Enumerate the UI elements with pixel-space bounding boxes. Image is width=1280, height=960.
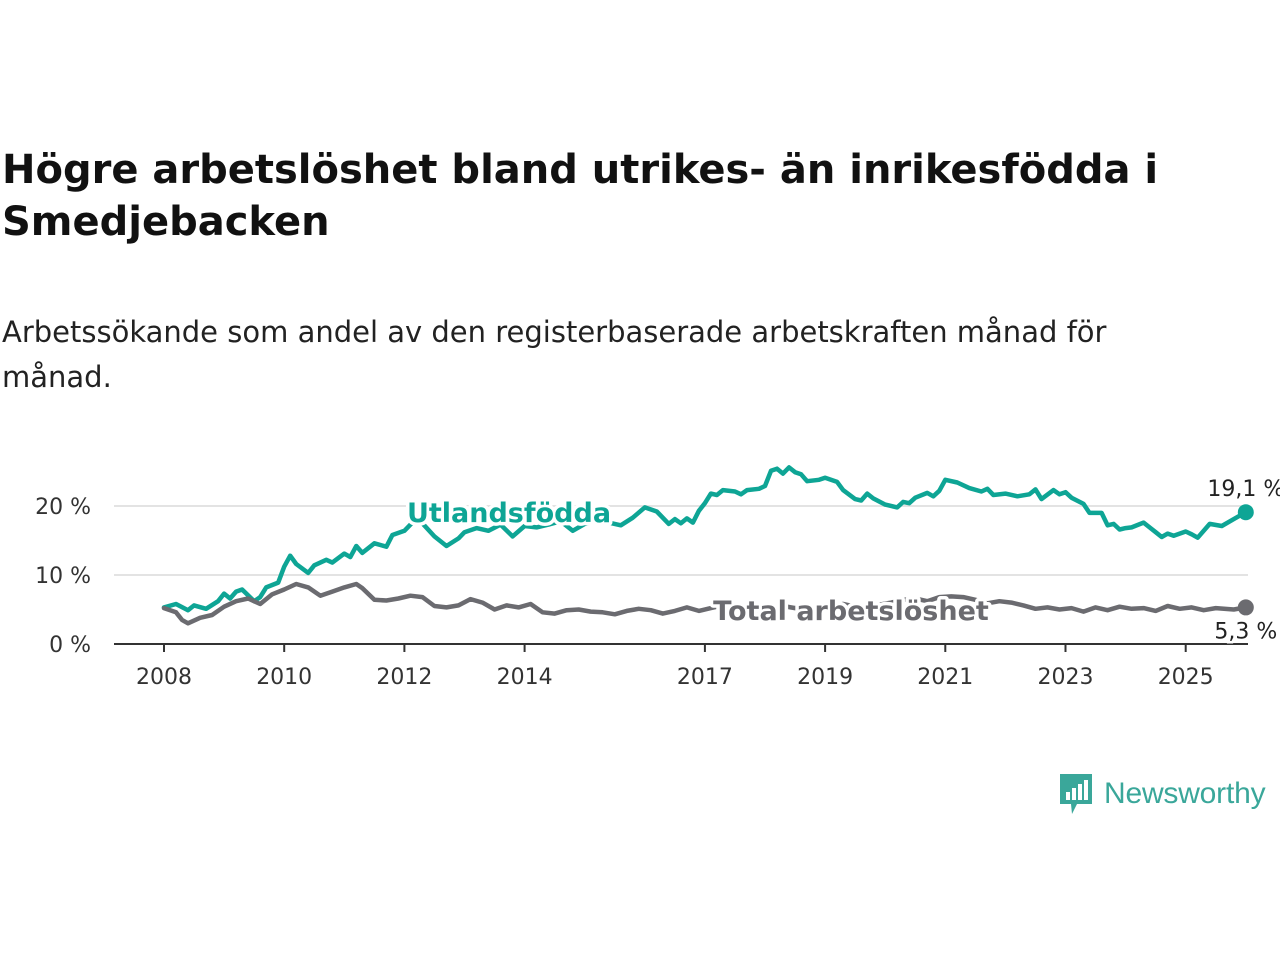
series-label-utlandsfodda: Utlandsfödda (407, 498, 611, 529)
y-tick-label: 20 % (35, 495, 91, 520)
end-label-total: 5,3 % (1214, 619, 1277, 644)
end-point-total (1237, 599, 1254, 616)
x-tick-label: 2017 (677, 665, 733, 690)
x-tick-label: 2014 (497, 665, 553, 690)
brand-name: Newsworthy (1104, 777, 1266, 810)
series-line-utlandsfodda (161, 465, 1249, 613)
chart-subtitle: Arbetssökande som andel av den registerb… (2, 315, 1107, 394)
x-tick-label: 2021 (917, 665, 973, 690)
y-tick-label: 10 % (35, 564, 91, 589)
x-tick-label: 2025 (1158, 665, 1214, 690)
series-label-total: Total arbetslöshet (713, 596, 989, 627)
x-tick-label: 2012 (376, 665, 432, 690)
brand-logo: Newsworthy (1058, 772, 1266, 816)
end-label-utlandsfodda: 19,1 % (1207, 477, 1280, 502)
newsworthy-logo-icon (1060, 774, 1092, 814)
chart-title: Högre arbetslöshet bland utrikes- än inr… (2, 147, 1159, 245)
x-tick-label: 2023 (1038, 665, 1094, 690)
x-tick-label: 2008 (136, 665, 192, 690)
y-tick-label: 0 % (49, 633, 91, 658)
end-point-utlandsfodda (1237, 504, 1254, 521)
x-tick-label: 2010 (256, 665, 312, 690)
series-line-total (161, 581, 1249, 626)
x-tick-label: 2019 (797, 665, 853, 690)
